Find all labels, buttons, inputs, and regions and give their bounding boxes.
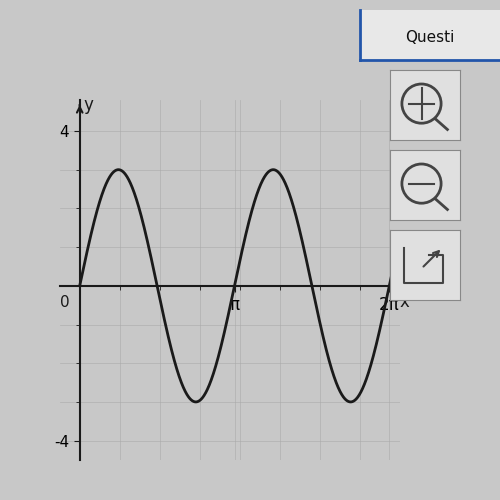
Text: y: y <box>84 96 94 114</box>
Text: Questi: Questi <box>406 30 454 45</box>
Text: 0: 0 <box>60 295 70 310</box>
Text: x: x <box>400 293 410 311</box>
